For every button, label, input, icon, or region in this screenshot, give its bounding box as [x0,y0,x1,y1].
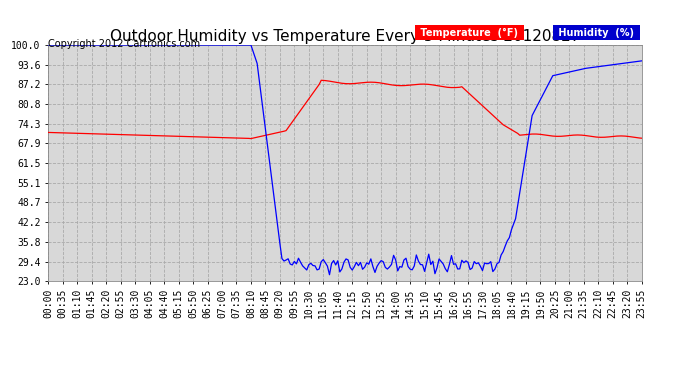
Text: Humidity  (%): Humidity (%) [555,28,638,38]
Title: Outdoor Humidity vs Temperature Every 5 Minutes 20120827: Outdoor Humidity vs Temperature Every 5 … [110,29,580,44]
Text: Copyright 2012 Cartronics.com: Copyright 2012 Cartronics.com [48,39,200,50]
Text: Temperature  (°F): Temperature (°F) [417,28,522,38]
